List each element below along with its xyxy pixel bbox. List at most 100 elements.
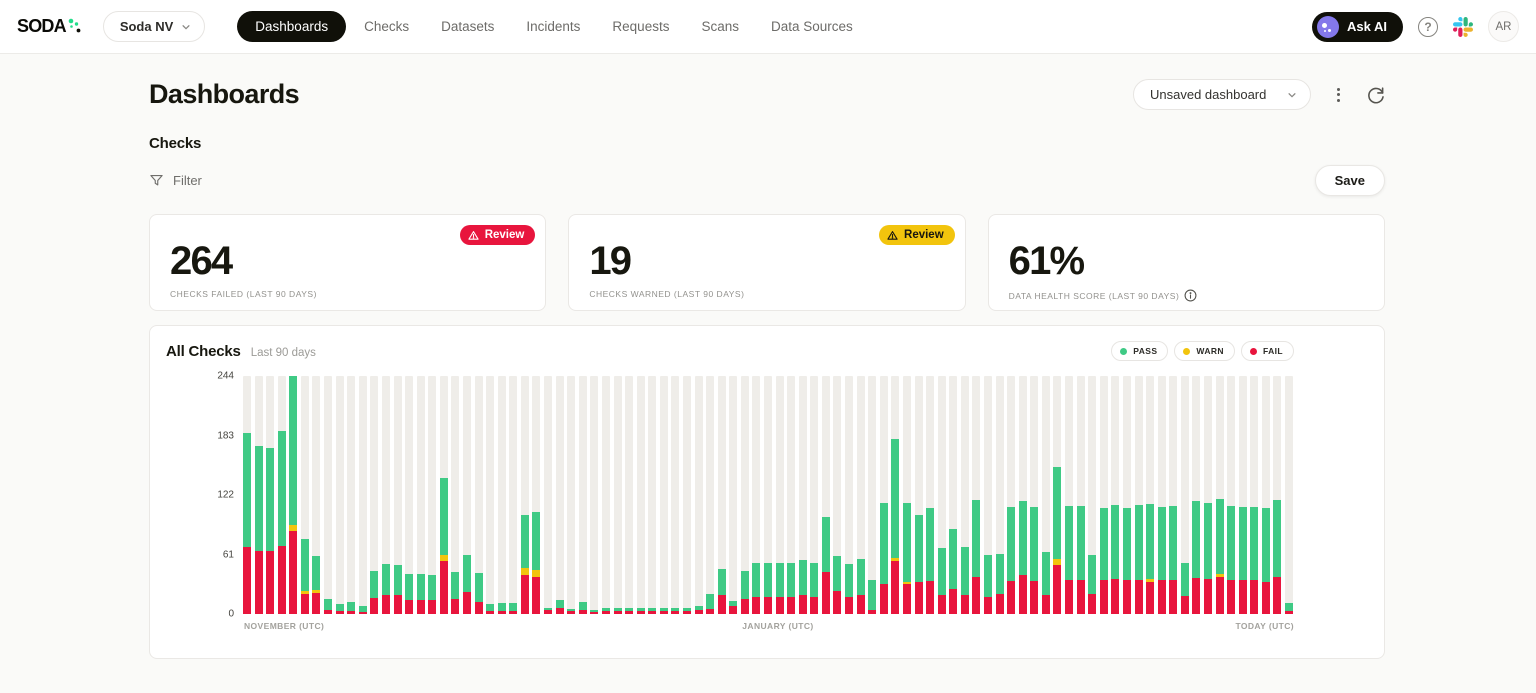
stacked-bar[interactable] [474, 376, 483, 614]
stacked-bar[interactable] [1146, 376, 1155, 614]
help-icon[interactable]: ? [1418, 16, 1438, 37]
stacked-bar[interactable] [775, 376, 784, 614]
nav-item-checks[interactable]: Checks [364, 19, 410, 34]
stacked-bar[interactable] [428, 376, 437, 614]
stacked-bar[interactable] [1134, 376, 1143, 614]
stacked-bar[interactable] [324, 376, 333, 614]
stacked-bar[interactable] [1053, 376, 1062, 614]
nav-item-incidents[interactable]: Incidents [526, 19, 581, 34]
stacked-bar[interactable] [1285, 376, 1294, 614]
legend-pass[interactable]: PASS [1111, 341, 1169, 361]
stacked-bar[interactable] [937, 376, 946, 614]
stacked-bar[interactable] [659, 376, 668, 614]
stacked-bar[interactable] [520, 376, 529, 614]
stacked-bar[interactable] [914, 376, 923, 614]
stacked-bar[interactable] [1088, 376, 1097, 614]
stacked-bar[interactable] [439, 376, 448, 614]
stacked-bar[interactable] [798, 376, 807, 614]
stacked-bar[interactable] [984, 376, 992, 614]
stacked-bar[interactable] [289, 376, 298, 614]
stacked-bar[interactable] [1122, 376, 1131, 614]
nav-item-dashboards[interactable]: Dashboards [237, 11, 347, 42]
stacked-bar[interactable] [1203, 376, 1212, 614]
stacked-bar[interactable] [254, 376, 263, 614]
stacked-bar[interactable] [370, 376, 379, 614]
stacked-bar[interactable] [856, 376, 865, 614]
info-icon[interactable] [1184, 289, 1197, 302]
stacked-bar[interactable] [532, 376, 541, 614]
stacked-bar[interactable] [902, 376, 911, 614]
stacked-bar[interactable] [266, 376, 275, 614]
stacked-bar[interactable] [613, 376, 622, 614]
stacked-bar[interactable] [335, 376, 344, 614]
stacked-bar[interactable] [300, 376, 309, 614]
stacked-bar[interactable] [1076, 376, 1085, 614]
dashboard-selector[interactable]: Unsaved dashboard [1133, 79, 1311, 110]
stacked-bar[interactable] [347, 376, 356, 614]
stacked-bar[interactable] [960, 376, 969, 614]
stacked-bar[interactable] [486, 376, 495, 614]
refresh-button[interactable] [1366, 85, 1385, 104]
stacked-bar[interactable] [764, 376, 773, 614]
slack-icon[interactable] [1453, 16, 1473, 37]
save-button[interactable]: Save [1314, 165, 1385, 196]
stacked-bar[interactable] [590, 376, 599, 614]
stacked-bar[interactable] [405, 376, 414, 614]
stacked-bar[interactable] [1030, 376, 1039, 614]
stacked-bar[interactable] [671, 376, 680, 614]
stacked-bar[interactable] [868, 376, 877, 614]
stacked-bar[interactable] [578, 376, 587, 614]
stacked-bar[interactable] [1215, 376, 1224, 614]
stacked-bar[interactable] [462, 376, 471, 614]
stacked-bar[interactable] [1238, 376, 1247, 614]
stacked-bar[interactable] [879, 376, 888, 614]
stacked-bar[interactable] [1169, 376, 1178, 614]
stacked-bar[interactable] [243, 376, 251, 614]
avatar[interactable]: AR [1488, 11, 1519, 42]
stacked-bar[interactable] [833, 376, 842, 614]
stacked-bar[interactable] [381, 376, 390, 614]
workspace-selector[interactable]: Soda NV [102, 11, 206, 42]
filter-button[interactable]: Filter [149, 173, 202, 188]
stacked-bar[interactable] [821, 376, 830, 614]
stacked-bar[interactable] [717, 376, 726, 614]
stacked-bar[interactable] [636, 376, 645, 614]
stacked-bar[interactable] [995, 376, 1004, 614]
stacked-bar[interactable] [1018, 376, 1027, 614]
stacked-bar[interactable] [1261, 376, 1270, 614]
stacked-bar[interactable] [810, 376, 819, 614]
stacked-bar[interactable] [682, 376, 691, 614]
stacked-bar[interactable] [787, 376, 796, 614]
stacked-bar[interactable] [706, 376, 715, 614]
stacked-bar[interactable] [416, 376, 425, 614]
review-badge-warn[interactable]: Review [879, 225, 955, 245]
stacked-bar[interactable] [1111, 376, 1120, 614]
stacked-bar[interactable] [555, 376, 564, 614]
stacked-bar[interactable] [625, 376, 634, 614]
stacked-bar[interactable] [891, 376, 900, 614]
stacked-bar[interactable] [1250, 376, 1259, 614]
stacked-bar[interactable] [601, 376, 610, 614]
nav-item-requests[interactable]: Requests [612, 19, 670, 34]
stacked-bar[interactable] [648, 376, 657, 614]
stacked-bar[interactable] [694, 376, 703, 614]
stacked-bar[interactable] [497, 376, 506, 614]
stacked-bar[interactable] [1192, 376, 1201, 614]
stacked-bar[interactable] [567, 376, 576, 614]
stacked-bar[interactable] [312, 376, 321, 614]
stacked-bar[interactable] [752, 376, 761, 614]
stacked-bar[interactable] [451, 376, 460, 614]
stacked-bar[interactable] [393, 376, 402, 614]
stacked-bar[interactable] [740, 376, 749, 614]
nav-item-scans[interactable]: Scans [701, 19, 739, 34]
stacked-bar[interactable] [1041, 376, 1050, 614]
legend-fail[interactable]: FAIL [1240, 341, 1294, 361]
stacked-bar[interactable] [1227, 376, 1236, 614]
stacked-bar[interactable] [729, 376, 738, 614]
review-badge-fail[interactable]: Review [459, 225, 536, 245]
nav-item-data-sources[interactable]: Data Sources [771, 19, 853, 34]
stacked-bar[interactable] [277, 376, 286, 614]
stacked-bar[interactable] [1007, 376, 1016, 614]
ask-ai-button[interactable]: Ask AI [1312, 11, 1403, 42]
legend-warn[interactable]: WARN [1174, 341, 1235, 361]
